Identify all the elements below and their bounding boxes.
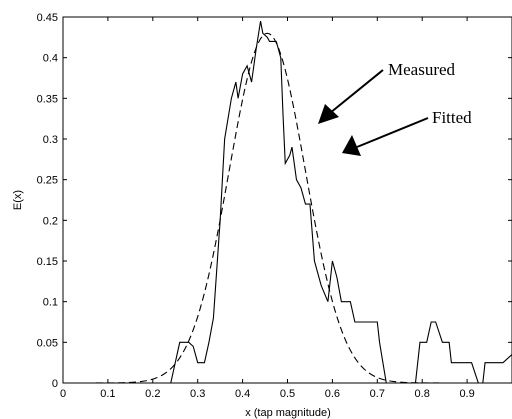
y-tick-label: 0.05 <box>37 337 58 349</box>
axis-ticks: 0 0.1 0.2 0.3 0.4 0.5 0.6 0.7 0.8 0.9 0 0.05 0.1 0.15… <box>37 12 512 400</box>
measured-arrow-line <box>329 69 384 114</box>
x-tick-label: 0.8 <box>415 388 430 400</box>
y-tick-label: 0.15 <box>37 256 58 268</box>
fitted-arrow-line <box>356 117 429 148</box>
series-layer <box>63 20 512 384</box>
x-tick-label: 0.9 <box>459 388 474 400</box>
y-tick-label: 0.45 <box>37 12 58 24</box>
x-tick-label: 0.2 <box>145 388 160 400</box>
y-tick-label: 0.25 <box>37 175 58 187</box>
x-tick-label: 0.7 <box>370 388 385 400</box>
y-tick-label: 0.2 <box>43 215 58 227</box>
measured-series-line <box>63 20 512 384</box>
fitted-arrow-head <box>342 135 361 156</box>
x-tick-label: 0 <box>60 388 66 400</box>
x-axis-label: x (tap magnitude) <box>245 407 331 419</box>
y-axis-label: E(x) <box>12 190 24 210</box>
y-tick-label: 0.3 <box>43 134 58 146</box>
fitted-annotation: Fitted <box>432 108 472 127</box>
plot-area <box>62 16 512 384</box>
fitted-series-line <box>63 32 512 384</box>
measured-annotation: Measured <box>388 60 456 79</box>
y-tick-label: 0.35 <box>37 93 58 105</box>
y-tick-label: 0.1 <box>43 297 58 309</box>
x-tick-label: 0.6 <box>325 388 340 400</box>
x-tick-label: 0.5 <box>280 388 295 400</box>
y-tick-label: 0 <box>52 378 58 390</box>
x-tick-label: 0.3 <box>190 388 205 400</box>
x-tick-label: 0.4 <box>235 388 250 400</box>
measured-arrow-head <box>318 104 339 124</box>
annotation-arrows <box>318 69 429 156</box>
x-tick-label: 0.1 <box>100 388 115 400</box>
y-tick-label: 0.4 <box>43 53 58 65</box>
